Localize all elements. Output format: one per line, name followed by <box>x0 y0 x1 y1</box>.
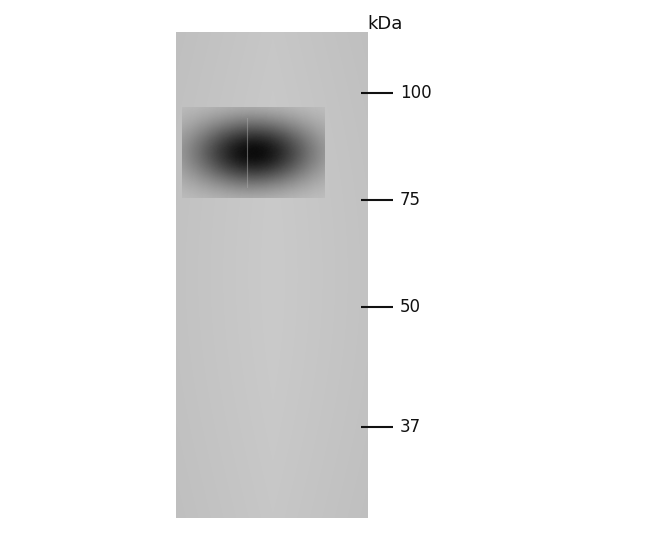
Text: 75: 75 <box>400 191 421 209</box>
Text: 50: 50 <box>400 298 421 316</box>
Text: kDa: kDa <box>367 15 402 33</box>
Text: 37: 37 <box>400 418 421 436</box>
Text: 100: 100 <box>400 84 432 103</box>
